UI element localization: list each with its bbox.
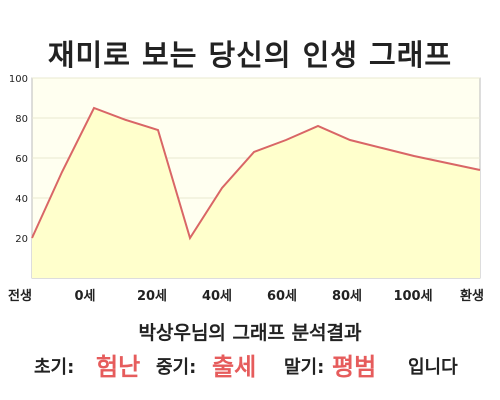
ending-text: 입니다 (408, 357, 458, 378)
series-line (31, 106, 481, 241)
x-axis-ticks: 전생 0세 20세 40세 60세 80세 100세 환생 (8, 288, 484, 304)
middle-value: 출세 (212, 353, 257, 381)
x-tick-label: 환생 (460, 288, 484, 304)
x-tick-label: 80세 (332, 289, 362, 304)
x-tick-label: 0세 (74, 289, 95, 304)
x-tick-label: 전생 (8, 288, 32, 304)
result-subtitle: 박상우님의 그래프 분석결과 (138, 322, 362, 344)
x-tick-label: 40세 (202, 289, 232, 304)
early-value: 험난 (96, 353, 141, 381)
y-tick-label: 80 (15, 114, 28, 125)
y-tick-label: 20 (15, 234, 28, 245)
middle-label: 중기: (156, 357, 197, 378)
y-tick-label: 40 (15, 194, 28, 205)
y-tick-label: 60 (15, 154, 28, 165)
x-tick-label: 20세 (137, 289, 167, 304)
late-value: 평범 (332, 353, 377, 381)
early-label: 초기: (34, 357, 75, 378)
x-tick-label: 60세 (267, 289, 297, 304)
result-summary: 초기: 험난 중기: 출세 말기: 평범 입니다 (0, 343, 500, 383)
chart-title: 재미로 보는 당신의 인생 그래프 (47, 38, 453, 72)
life-graph-chart: 20 40 60 80 100 전생 0세 20세 40세 60세 80세 100세 환생 (8, 74, 484, 304)
x-tick-label: 100세 (393, 289, 432, 304)
area-fill (32, 108, 480, 278)
y-axis-ticks: 20 40 60 80 100 (9, 74, 28, 245)
late-label: 말기: (284, 357, 325, 378)
y-tick-label: 100 (9, 74, 28, 85)
